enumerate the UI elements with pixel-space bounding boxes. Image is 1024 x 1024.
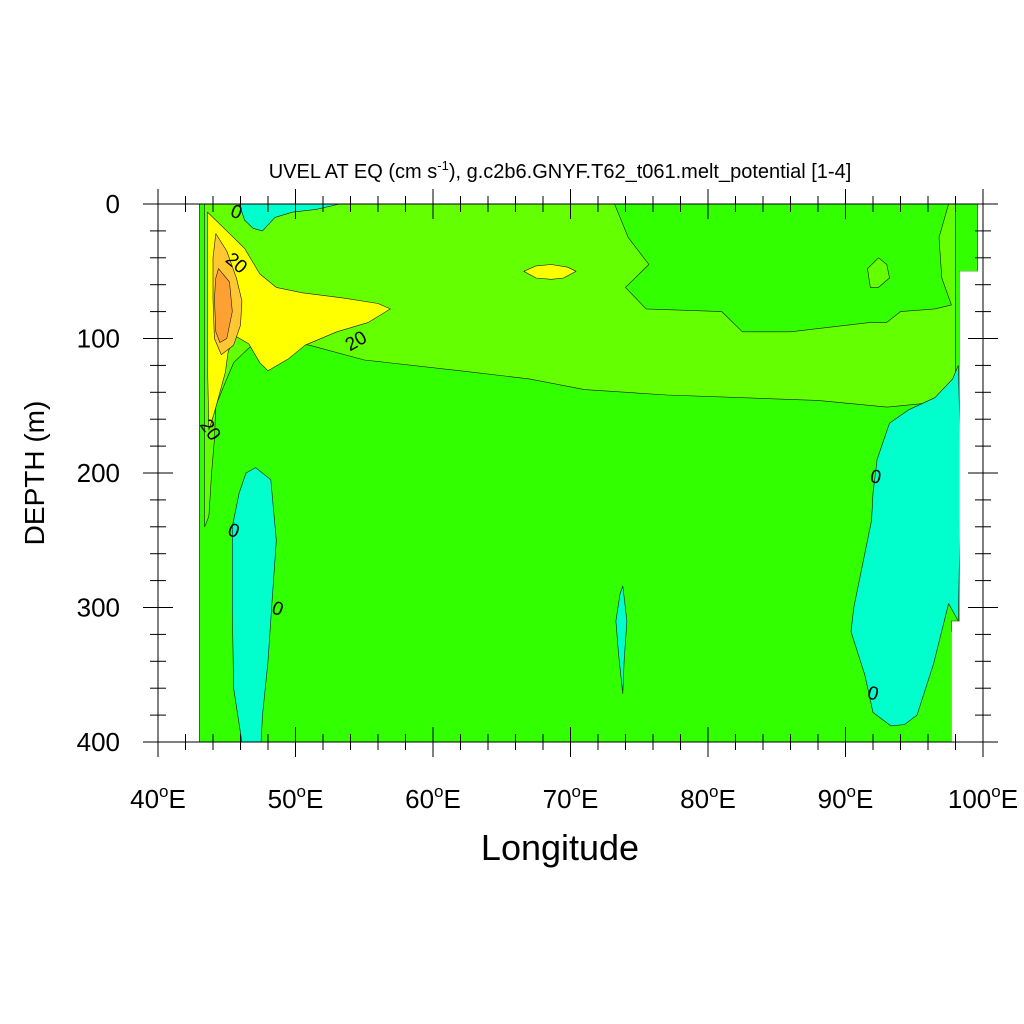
- chart-title: UVEL AT EQ (cm s-1), g.c2b6.GNYF.T62_t06…: [269, 158, 852, 183]
- y-tick-label: 300: [77, 593, 120, 623]
- x-tick-label: 60oE: [405, 782, 461, 814]
- region-white-missing-east: [951, 271, 978, 742]
- x-tick-label: 40oE: [130, 782, 186, 814]
- region-orange-core-gt40: [214, 268, 233, 343]
- y-axis-tick-labels: 0 100 200 300 400: [77, 189, 120, 757]
- region-cyan-sliver-74E: [615, 585, 628, 694]
- x-tick-label: 100oE: [948, 782, 1018, 814]
- x-tick-label: 50oE: [268, 782, 324, 814]
- y-tick-label: 100: [77, 324, 120, 354]
- x-axis-title: Longitude: [481, 827, 639, 868]
- y-tick-label: 0: [106, 189, 120, 219]
- y-tick-label: 400: [77, 727, 120, 757]
- axis-ticks: [143, 189, 998, 757]
- region-orange-yellow-blob-68E: [523, 264, 577, 280]
- region-light-green-blob-92E: [867, 257, 890, 288]
- chart-title-superscript: -1: [437, 158, 449, 173]
- region-yellow-core-20-30: [207, 211, 391, 431]
- y-tick-label: 200: [77, 458, 120, 488]
- contour-label: 0: [869, 466, 883, 489]
- x-tick-label: 80oE: [680, 782, 736, 814]
- contour-label: 0: [865, 683, 881, 706]
- x-axis-tick-labels: 40oE 50oE 60oE 70oE 80oE 90oE 100oE: [130, 782, 1018, 814]
- chart-title-main: UVEL AT EQ (cm s: [269, 161, 438, 183]
- contour-fill-regions: [199, 203, 978, 743]
- region-cyan-deep-east: [850, 365, 962, 727]
- region-cyan-surface-top: [238, 203, 340, 232]
- x-tick-label: 90oE: [818, 782, 874, 814]
- y-axis-title: DEPTH (m): [19, 401, 50, 546]
- chart-title-rest: ), g.c2b6.GNYF.T62_t061.melt_potential […: [449, 161, 851, 183]
- x-tick-label: 70oE: [543, 782, 599, 814]
